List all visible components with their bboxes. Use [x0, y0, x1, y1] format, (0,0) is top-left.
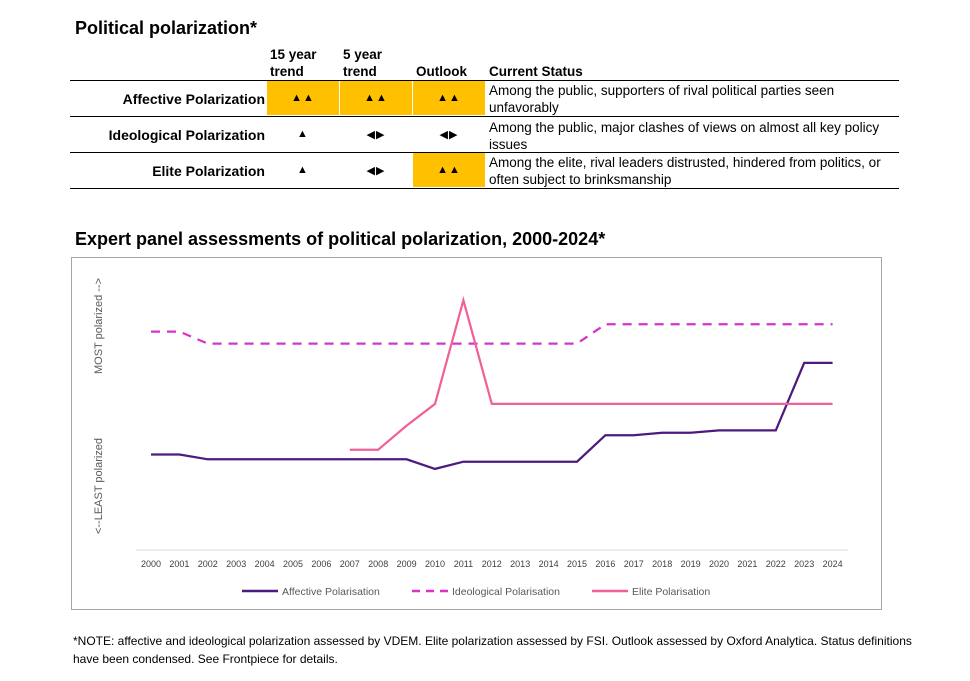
x-tick-label: 2020 [709, 559, 729, 569]
table-rule [70, 80, 899, 81]
x-tick-label: 2023 [794, 559, 814, 569]
header-current-status: Current Status [489, 64, 583, 79]
trend-15-cell: ▲▲ [267, 81, 339, 115]
header-outlook: Outlook [416, 64, 467, 79]
x-tick-label: 2006 [311, 559, 331, 569]
table-title: Political polarization* [75, 18, 258, 38]
series-line-3 [349, 295, 833, 451]
footnote: *NOTE: affective and ideological polariz… [73, 634, 912, 666]
x-tick-label: 2009 [397, 559, 417, 569]
x-tick-label: 2019 [681, 559, 701, 569]
status-text: Among the public, major clashes of views… [489, 120, 880, 152]
outlook-cell: ◀▶ [439, 128, 459, 141]
table-rule [70, 116, 899, 117]
table-rule [70, 188, 899, 189]
status-text: Among the public, supporters of rival po… [489, 83, 835, 115]
x-tick-label: 2024 [823, 559, 843, 569]
x-tick-label: 2015 [567, 559, 587, 569]
outlook-cell: ▲▲ [413, 153, 485, 187]
legend-label: Affective Polarisation [282, 586, 380, 598]
header-15-year-line1: 15 year [270, 47, 317, 62]
x-tick-label: 2005 [283, 559, 303, 569]
y-axis-label-top: MOST polarized --> [93, 278, 105, 374]
status-text: Among the elite, rival leaders distruste… [489, 155, 881, 187]
x-tick-label: 2011 [454, 559, 473, 569]
x-tick-label: 2010 [425, 559, 445, 569]
x-tick-label: 2007 [340, 559, 360, 569]
x-tick-label: 2012 [482, 559, 502, 569]
table-rule [70, 152, 899, 153]
x-tick-label: 2014 [539, 559, 559, 569]
trend-15-cell: ▲ [297, 128, 309, 140]
x-tick-label: 2002 [198, 559, 218, 569]
series-line-2 [151, 323, 833, 345]
chart-title: Expert panel assessments of political po… [75, 229, 606, 249]
outlook-cell: ▲▲ [413, 81, 485, 115]
header-5-year-trend: 5 year trend [343, 46, 382, 80]
x-tick-label: 2016 [595, 559, 615, 569]
x-tick-label: 2021 [737, 559, 757, 569]
x-tick-label: 2003 [226, 559, 246, 569]
header-5-year-line1: 5 year [343, 47, 383, 62]
trend-5-cell: ◀▶ [366, 164, 386, 177]
x-tick-label: 2017 [624, 559, 644, 569]
legend-label: Ideological Polarisation [452, 586, 560, 598]
row-label: Affective Polarization [122, 91, 265, 107]
x-tick-label: 2004 [255, 559, 275, 569]
header-5-year-line2: trend [343, 64, 377, 79]
y-axis-label-bottom: <--LEAST polarized [93, 438, 105, 534]
x-tick-label: 2013 [510, 559, 530, 569]
trend-15-cell: ▲ [297, 164, 309, 176]
line-chart: MOST polarized --> <--LEAST polarized 20… [93, 278, 848, 598]
chart-frame: MOST polarized --> <--LEAST polarized 20… [71, 257, 882, 610]
trend-5-cell: ◀▶ [366, 128, 386, 141]
header-15-year-trend: 15 year trend [270, 46, 317, 80]
x-tick-label: 2008 [368, 559, 388, 569]
x-tick-label: 2000 [141, 559, 161, 569]
row-label: Ideological Polarization [108, 127, 265, 143]
x-tick-label: 2001 [169, 559, 189, 569]
legend-label: Elite Polarisation [632, 586, 710, 598]
x-tick-label: 2022 [766, 559, 786, 569]
row-label: Elite Polarization [152, 163, 265, 179]
trend-5-cell: ▲▲ [340, 81, 412, 115]
header-15-year-line2: trend [270, 64, 304, 79]
x-tick-label: 2018 [652, 559, 672, 569]
series-line-1 [151, 361, 833, 471]
